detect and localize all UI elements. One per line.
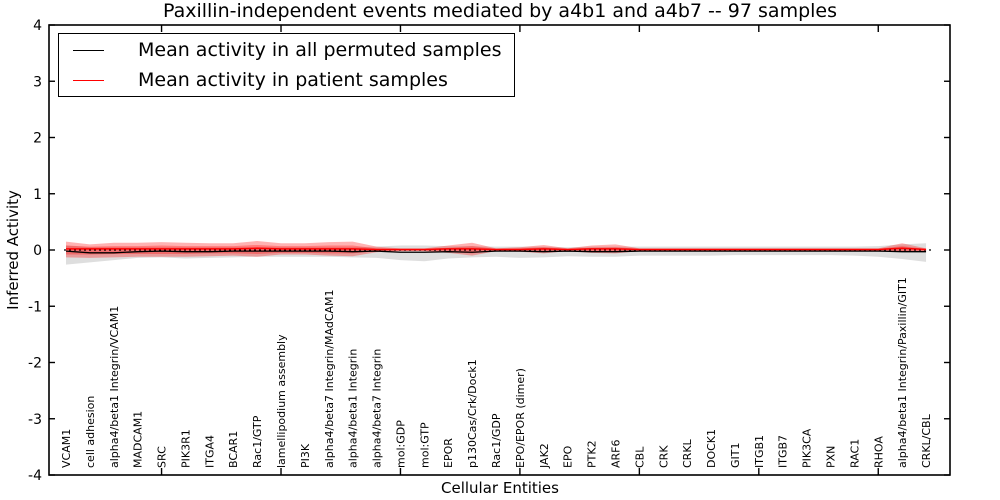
entity-label: p130Cas/Crk/Dock1	[466, 359, 479, 468]
entity-label: CRK	[657, 445, 670, 468]
entity-label: PTK2	[586, 440, 599, 468]
x-axis-label: Cellular Entities	[441, 479, 559, 497]
entity-label: JAK2	[538, 443, 551, 469]
entity-label: alpha4/beta7 Integrin/MAdCAM1	[323, 289, 336, 468]
entity-label: CBL	[633, 446, 646, 468]
entity-label: SRC	[156, 446, 169, 468]
entity-label: mol:GTP	[418, 422, 431, 468]
legend-entry-patient: Mean activity in patient samples	[73, 68, 514, 92]
entity-label: ARF6	[609, 440, 622, 469]
legend-label-patient: Mean activity in patient samples	[138, 69, 448, 91]
entity-label: EPOR	[442, 438, 455, 468]
entity-label: DOCK1	[705, 429, 718, 468]
y-tick-label: 4	[33, 18, 42, 34]
y-tick-label: -3	[28, 412, 42, 428]
entity-label: ITGB7	[777, 435, 790, 468]
legend: Mean activity in all permuted samples Me…	[58, 33, 515, 97]
y-tick-label: -1	[28, 299, 42, 315]
y-tick-label: -2	[28, 356, 42, 372]
entity-label: Rac1/GTP	[251, 415, 264, 468]
legend-entry-permuted: Mean activity in all permuted samples	[73, 38, 514, 62]
entity-label: RAC1	[848, 439, 861, 468]
entity-label: EPO	[562, 445, 575, 468]
entity-label: GIT1	[729, 443, 742, 469]
entity-label: lamellipodium assembly	[275, 334, 288, 468]
entity-label: ITGA4	[203, 435, 216, 468]
entity-label: alpha4/beta1 Integrin/VCAM1	[108, 306, 121, 468]
entity-label: PIK3CA	[801, 428, 814, 468]
entity-label: PIK3R1	[179, 429, 192, 468]
legend-label-permuted: Mean activity in all permuted samples	[138, 39, 502, 61]
patient-line-swatch	[73, 79, 104, 81]
permuted-line-swatch	[73, 49, 104, 51]
entity-label: CRKL/CBL	[920, 413, 933, 468]
entity-label: alpha4/beta1 Integrin	[347, 349, 360, 468]
entity-label: RHOA	[872, 436, 885, 468]
entity-label: mol:GDP	[394, 420, 407, 468]
entity-label: alpha4/beta7 Integrin	[371, 349, 384, 468]
entity-label: CRKL	[681, 438, 694, 468]
entity-label: EPO/EPOR (dimer)	[514, 368, 527, 468]
entity-label: VCAM1	[60, 429, 73, 468]
entity-label: PI3K	[299, 443, 312, 468]
y-tick-label: -4	[28, 468, 42, 484]
entity-label: MADCAM1	[132, 411, 145, 468]
entity-label: alpha4/beta1 Integrin/Paxillin/GIT1	[896, 277, 909, 468]
entity-label: BCAR1	[227, 431, 240, 468]
y-tick-label: 1	[33, 187, 42, 203]
y-tick-label: 0	[33, 243, 42, 259]
entity-label: PXN	[824, 446, 837, 468]
chart-title: Paxillin-independent events mediated by …	[162, 0, 838, 22]
permuted-mean-line	[65, 250, 927, 254]
patient-mean-line	[66, 247, 927, 251]
entity-label: cell adhesion	[84, 396, 97, 468]
y-tick-label: 2	[33, 131, 42, 147]
y-tick-label: 3	[33, 74, 42, 90]
entity-label: ITGB1	[753, 435, 766, 468]
entity-label: Rac1/GDP	[490, 413, 503, 468]
